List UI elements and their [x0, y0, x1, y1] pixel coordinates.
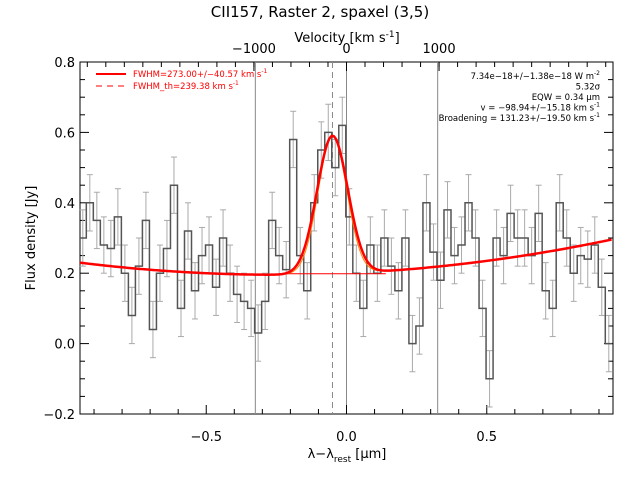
annotation-4: Broadening = 131.23+/−19.50 km s-1: [439, 112, 601, 124]
gaussian-fit: [79, 134, 612, 276]
y-tick-label: 0.2: [54, 267, 75, 282]
y-tick-label: 0.0: [54, 338, 75, 353]
top-axis-label: Velocity [km s-1]: [294, 30, 399, 46]
chart-title: CII157, Raster 2, spaxel (3,5): [211, 3, 429, 21]
x-tick-label: 0.5: [476, 430, 497, 445]
x-tick-label: 0.0: [336, 430, 357, 445]
x-axis-label: λ−λrest [μm]: [308, 447, 387, 465]
y-tick-label: −0.2: [43, 408, 75, 423]
top-tick-label: −1000: [232, 42, 276, 57]
annotation-0: 7.34e−18+/−1.38e−18 W m-2: [471, 70, 601, 82]
y-tick-label: 0.6: [54, 126, 75, 141]
annotation-3: v = −98.94+/−15.18 km s-1: [481, 102, 601, 114]
annotation-1: 5.32σ: [576, 83, 601, 93]
y-tick-label: 0.4: [54, 197, 75, 212]
top-tick-label: 1000: [423, 42, 456, 57]
legend-label-1: FWHM_th=239.38 km s-1: [133, 80, 239, 92]
annotation-2: EQW = 0.34 μm: [532, 93, 600, 103]
plot-area: −0.5 0.0 0.5 −1000 0 1000 −0.2 0.0 0.2 0.4 0.6 0.8: [43, 42, 614, 445]
spectrum-histogram: [80, 124, 613, 380]
legend-label-0: FWHM=273.00+/−40.57 km s-1: [133, 68, 268, 80]
legend: FWHM=273.00+/−40.57 km s-1FWHM_th=239.38…: [96, 68, 268, 92]
y-tick-label: 0.8: [54, 56, 75, 71]
x-tick-label: −0.5: [190, 430, 222, 445]
top-tick-label: 0: [342, 42, 350, 57]
y-axis-label: Flux density [Jy]: [24, 186, 39, 291]
